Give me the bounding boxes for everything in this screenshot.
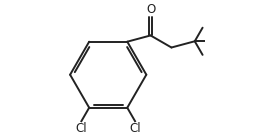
- Text: Cl: Cl: [129, 122, 141, 135]
- Text: O: O: [146, 3, 155, 16]
- Text: Cl: Cl: [76, 122, 87, 135]
